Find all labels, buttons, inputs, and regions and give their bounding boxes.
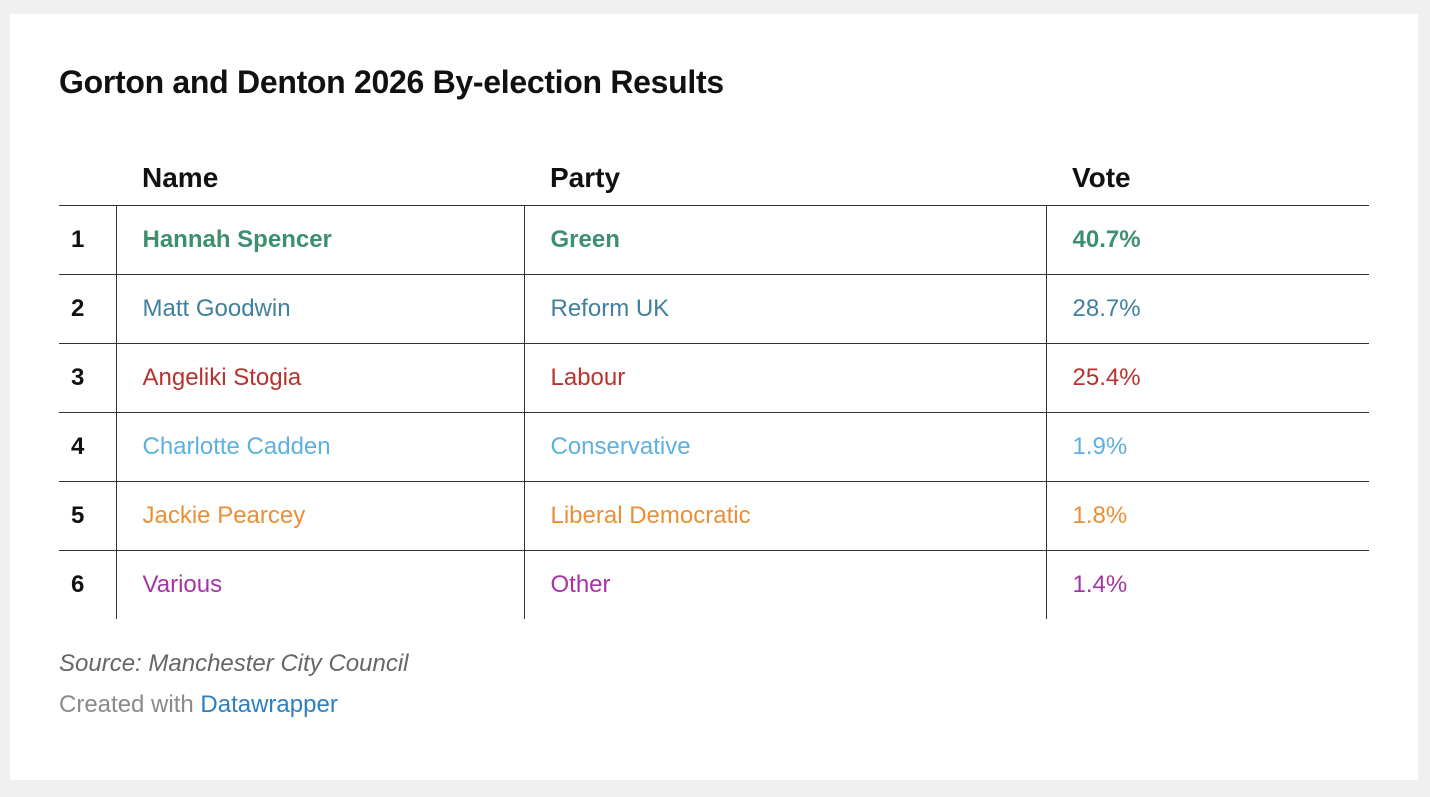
rank-cell: 2 [59, 274, 117, 344]
party-cell: Liberal Democratic [524, 481, 1047, 551]
rank-cell: 3 [59, 343, 117, 413]
table-row: 2 Matt Goodwin Reform UK 28.7% [59, 274, 1369, 344]
vote-share-cell: 1.4% [1072, 571, 1128, 598]
rank-cell: 4 [59, 412, 117, 482]
candidate-name-cell: Jackie Pearcey [116, 481, 525, 551]
candidate-name-cell: Various [116, 550, 525, 619]
vote-share-cell: 1.9% [1046, 412, 1369, 482]
credit-prefix: Created with [59, 691, 194, 718]
candidate-name-cell: Charlotte Cadden [116, 412, 525, 482]
column-header-rank [59, 151, 116, 206]
header-row: Name Party Vote [59, 151, 1369, 206]
vote-share-cell: 25.4% [1046, 343, 1369, 413]
party-cell: Other [524, 550, 1047, 619]
chart-title: Gorton and Denton 2026 By-election Resul… [59, 64, 724, 100]
table-row: 3 Angeliki Stogia Labour 25.4% [59, 343, 1369, 413]
rank-cell: 1 [59, 205, 117, 275]
column-header-party: Party [524, 151, 1046, 206]
vote-share-cell: 28.7% [1046, 274, 1369, 344]
rank-cell: 5 [59, 481, 117, 551]
chart-card: Gorton and Denton 2026 By-election Resul… [10, 14, 1418, 780]
party-cell: Labour [524, 343, 1047, 413]
source-note: Source: Manchester City Council [59, 650, 409, 677]
vote-share-cell: 1.8% [1046, 481, 1369, 551]
rank-cell: 6 [59, 550, 117, 619]
table-row: 5 Jackie Pearcey Liberal Democratic 1.8% [59, 481, 1369, 551]
candidate-name-cell: Matt Goodwin [116, 274, 525, 344]
results-table: Name Party Vote 1 Hannah Spencer Green 40.7… [59, 151, 1369, 619]
table-row: 4 Charlotte Cadden Conservative 1.9% [59, 412, 1369, 482]
credit-line: Created with Datawrapper [59, 691, 338, 719]
table-row: 6 Various Other 1.4% [59, 550, 1369, 619]
party-cell: Reform UK [524, 274, 1047, 344]
candidate-name-cell: Hannah Spencer [116, 205, 525, 275]
column-header-vote: Vote [1046, 151, 1369, 206]
party-cell: Conservative [524, 412, 1047, 482]
vote-share-cell: 40.7% [1046, 205, 1369, 275]
results-body: 1 Hannah Spencer Green 40.7% 2 Matt Goodwin Re… [59, 205, 1369, 619]
datawrapper-link[interactable]: Datawrapper [200, 691, 338, 718]
party-cell: Green [524, 205, 1047, 275]
candidate-name-cell: Angeliki Stogia [116, 343, 525, 413]
column-header-name: Name [116, 151, 524, 206]
table-row: 1 Hannah Spencer Green 40.7% [59, 205, 1369, 275]
